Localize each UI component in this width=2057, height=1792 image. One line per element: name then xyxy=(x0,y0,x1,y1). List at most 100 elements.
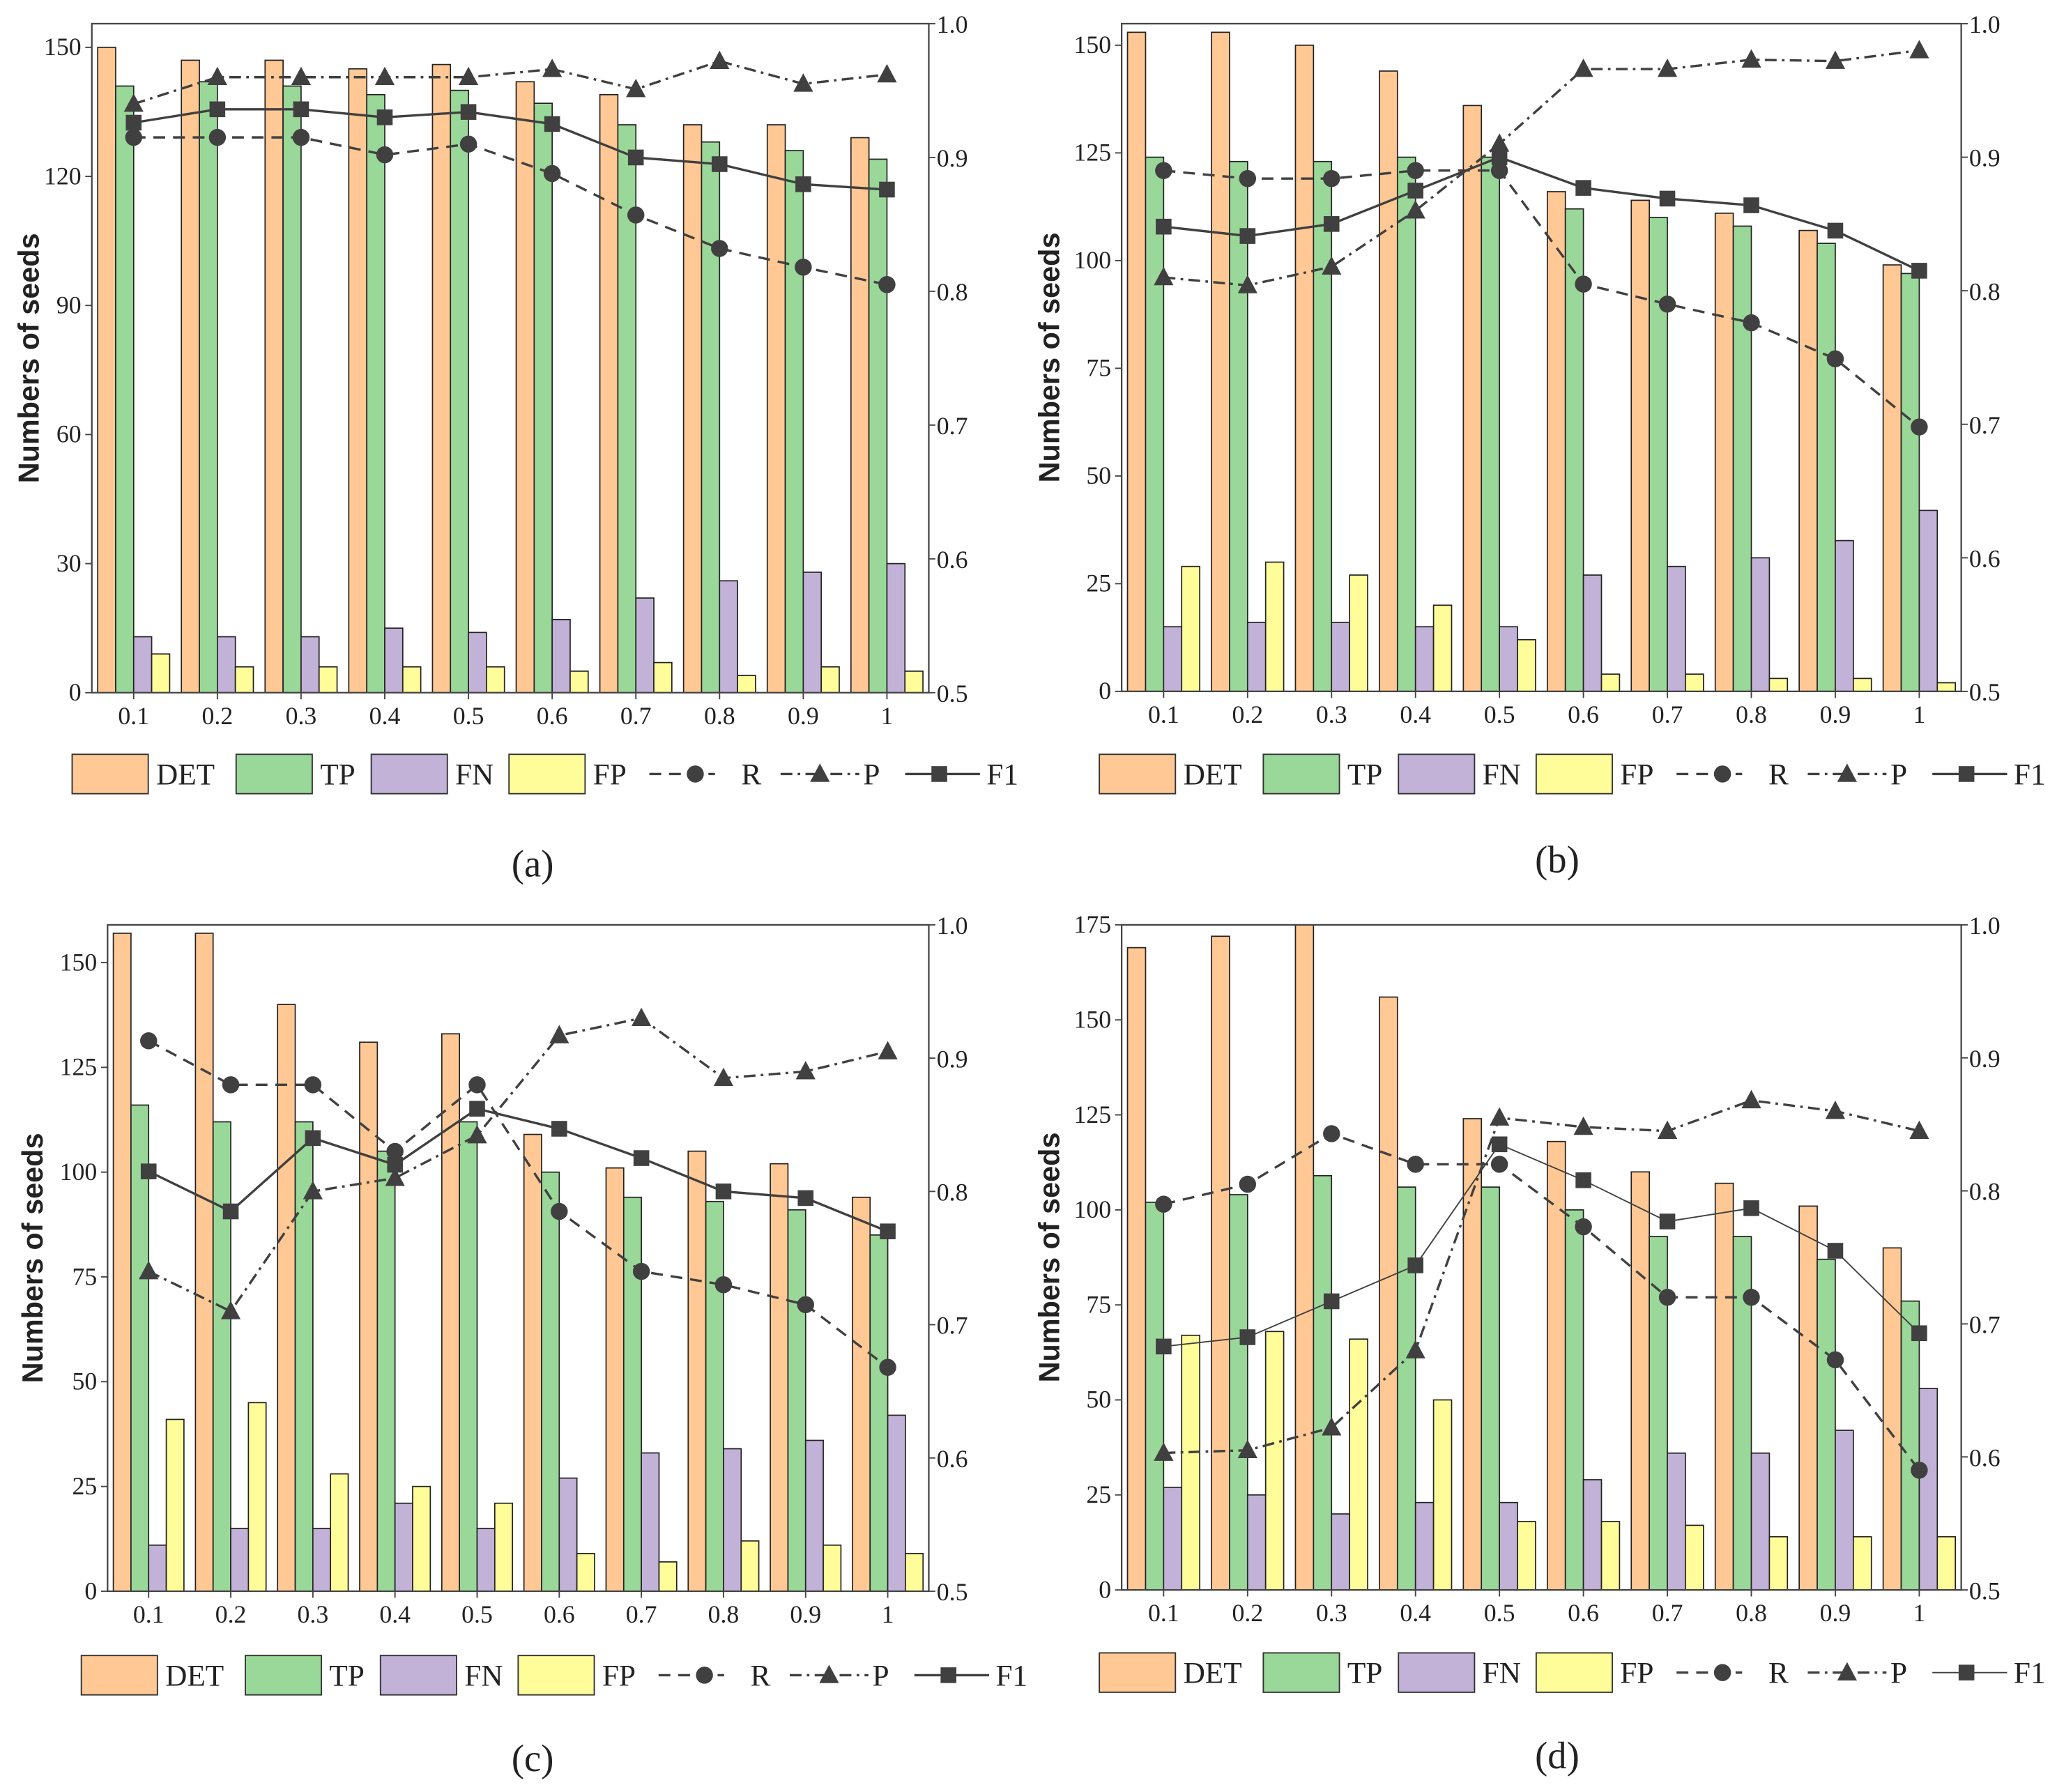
bar-tp xyxy=(868,158,888,693)
marker-r xyxy=(1323,169,1340,187)
x-tick-label: 0.7 xyxy=(1652,1599,1683,1627)
x-tick-label: 0.3 xyxy=(286,702,317,730)
x-tick-label: 0.8 xyxy=(1736,1599,1767,1627)
bar-fn xyxy=(230,1527,250,1591)
marker-r xyxy=(1490,162,1508,179)
bar-tp xyxy=(115,85,135,693)
x-tick-label: 0.3 xyxy=(1316,700,1347,728)
marker-f1 xyxy=(1911,1325,1927,1342)
line-f1 xyxy=(1163,155,1920,272)
bar-fp xyxy=(247,1402,267,1591)
y-tick-label: 50 xyxy=(1086,1386,1111,1414)
bar-fp xyxy=(1432,604,1453,691)
legend-label-fp: FP xyxy=(1620,1657,1653,1690)
x-tick-label: 0.1 xyxy=(1148,1599,1179,1627)
marker-p xyxy=(1657,1120,1678,1139)
marker-p xyxy=(1405,1340,1425,1358)
y-tick-label: 0 xyxy=(1099,1575,1111,1603)
marker-f1 xyxy=(1491,149,1508,165)
bar-det xyxy=(682,124,703,693)
legend-swatch-tp xyxy=(1262,1652,1340,1693)
bar-tp xyxy=(1649,1236,1668,1591)
marker-p xyxy=(1573,59,1593,77)
x-tick-label: 0.9 xyxy=(1820,700,1851,728)
marker-f1 xyxy=(715,1184,732,1200)
marker-f1 xyxy=(293,101,309,118)
bar-fn xyxy=(1163,626,1183,691)
bar-det xyxy=(112,933,132,1591)
marker-r xyxy=(878,276,896,293)
marker-f1 xyxy=(711,156,728,172)
y-tick-label: 100 xyxy=(60,1158,98,1186)
bar-fn xyxy=(1499,1501,1518,1591)
legend-marker-f1 xyxy=(1958,766,1975,782)
marker-r xyxy=(376,146,394,164)
bar-fn xyxy=(1246,1494,1267,1591)
marker-f1 xyxy=(1827,1243,1844,1259)
y2-tick-label: 1.0 xyxy=(937,10,968,38)
bar-tp xyxy=(869,1234,889,1591)
legend: DET TP FN FP R P F1 xyxy=(1099,1652,2046,1693)
legend-swatch-det xyxy=(80,1655,158,1696)
line-p xyxy=(1163,49,1920,287)
marker-r xyxy=(795,259,812,276)
bar-fn xyxy=(394,1502,413,1591)
y2-tick-label: 0.5 xyxy=(1969,678,2001,706)
bar-det xyxy=(1211,31,1230,691)
line-p xyxy=(148,1016,888,1313)
marker-f1 xyxy=(1156,1338,1172,1355)
bar-fp xyxy=(234,666,254,693)
bar-tp xyxy=(541,1171,560,1591)
marker-p xyxy=(1825,1101,1846,1119)
bar-fp xyxy=(412,1485,431,1591)
bar-fn xyxy=(384,627,404,693)
bar-tp xyxy=(1313,160,1333,691)
marker-r xyxy=(125,128,143,146)
y2-tick-label: 0.5 xyxy=(937,680,968,707)
marker-p xyxy=(291,66,312,86)
bar-fp xyxy=(1768,1536,1789,1591)
bar-fn xyxy=(1414,1501,1435,1591)
bar-det xyxy=(1798,1205,1818,1591)
bar-fp xyxy=(1264,561,1285,691)
bar-tp xyxy=(282,85,302,693)
bar-fn xyxy=(1331,1513,1350,1591)
marker-r xyxy=(879,1358,896,1376)
legend-swatch-fn xyxy=(379,1655,457,1696)
bar-tp xyxy=(1900,1300,1920,1591)
bar-tp xyxy=(705,1200,724,1591)
y-tick-label: 25 xyxy=(1086,1480,1111,1508)
y2-tick-label: 0.7 xyxy=(937,412,968,440)
marker-r xyxy=(1743,1289,1760,1306)
marker-p xyxy=(1322,256,1342,275)
legend-label-f1: F1 xyxy=(2014,758,2046,792)
marker-f1 xyxy=(544,116,560,132)
bar-fp xyxy=(1349,1338,1368,1591)
bar-det xyxy=(852,1196,871,1591)
marker-p xyxy=(1405,200,1425,219)
bar-fp xyxy=(1349,574,1368,691)
marker-f1 xyxy=(627,149,644,166)
y2-tick-label: 0.7 xyxy=(1969,411,2001,439)
bar-fn xyxy=(802,572,823,693)
x-tick-label: 0.2 xyxy=(215,1600,247,1628)
y2-tick-label: 0.5 xyxy=(937,1578,968,1606)
marker-f1 xyxy=(633,1150,650,1166)
marker-p xyxy=(632,1007,652,1027)
bar-fn xyxy=(312,1527,332,1591)
y2-tick-label: 0.8 xyxy=(1969,277,2001,305)
bars xyxy=(112,933,924,1591)
bar-det xyxy=(181,59,200,693)
bar-det xyxy=(1630,199,1650,691)
bar-fp xyxy=(820,666,840,693)
marker-p xyxy=(1909,40,1929,59)
bar-det xyxy=(1882,1247,1902,1591)
bar-tp xyxy=(366,93,385,693)
bar-fp xyxy=(330,1473,349,1591)
marker-p xyxy=(713,1067,734,1087)
marker-r xyxy=(1323,1125,1340,1142)
marker-r xyxy=(543,164,561,183)
marker-r xyxy=(1911,418,1928,436)
x-tick-label: 0.7 xyxy=(620,702,652,730)
marker-f1 xyxy=(1659,190,1676,207)
